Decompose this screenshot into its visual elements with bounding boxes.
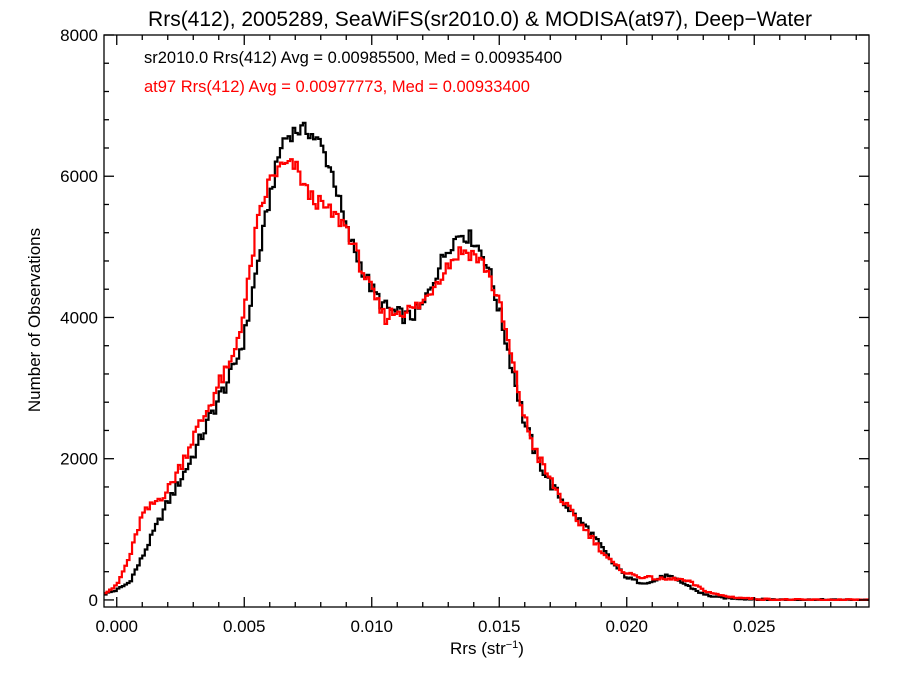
- series-line-sr2010.0: [104, 121, 869, 602]
- x-tick-label: 0.005: [223, 617, 266, 636]
- series-lines: [104, 121, 869, 602]
- y-axis-title: Number of Observations: [25, 228, 44, 412]
- y-tick-label: 4000: [60, 308, 98, 327]
- x-tick-label: 0.025: [733, 617, 776, 636]
- y-tick-label: 2000: [60, 450, 98, 469]
- x-tick-label: 0.010: [350, 617, 393, 636]
- y-tick-label: 0: [89, 591, 98, 610]
- y-tick-label: 6000: [60, 167, 98, 186]
- chart-title: Rrs(412), 2005289, SeaWiFS(sr2010.0) & M…: [148, 8, 812, 31]
- series-line-at97: [104, 158, 869, 602]
- x-axis-title: Rrs (str−1): [450, 639, 524, 658]
- y-tick-label: 8000: [60, 26, 98, 45]
- axis-tick-labels: 0.000 0.005 0.010 0.015 0.020 0.025 0 2000 4000 6…: [60, 26, 775, 636]
- series-stats-sr2010: sr2010.0 Rrs(412) Avg = 0.00985500, Med …: [144, 49, 562, 67]
- x-tick-label: 0.020: [605, 617, 648, 636]
- x-tick-label: 0.000: [95, 617, 138, 636]
- plot-frame: [103, 34, 870, 608]
- axis-ticks: [104, 34, 869, 607]
- series-stats-at97: at97 Rrs(412) Avg = 0.00977773, Med = 0.…: [144, 78, 530, 96]
- x-tick-label: 0.015: [478, 617, 521, 636]
